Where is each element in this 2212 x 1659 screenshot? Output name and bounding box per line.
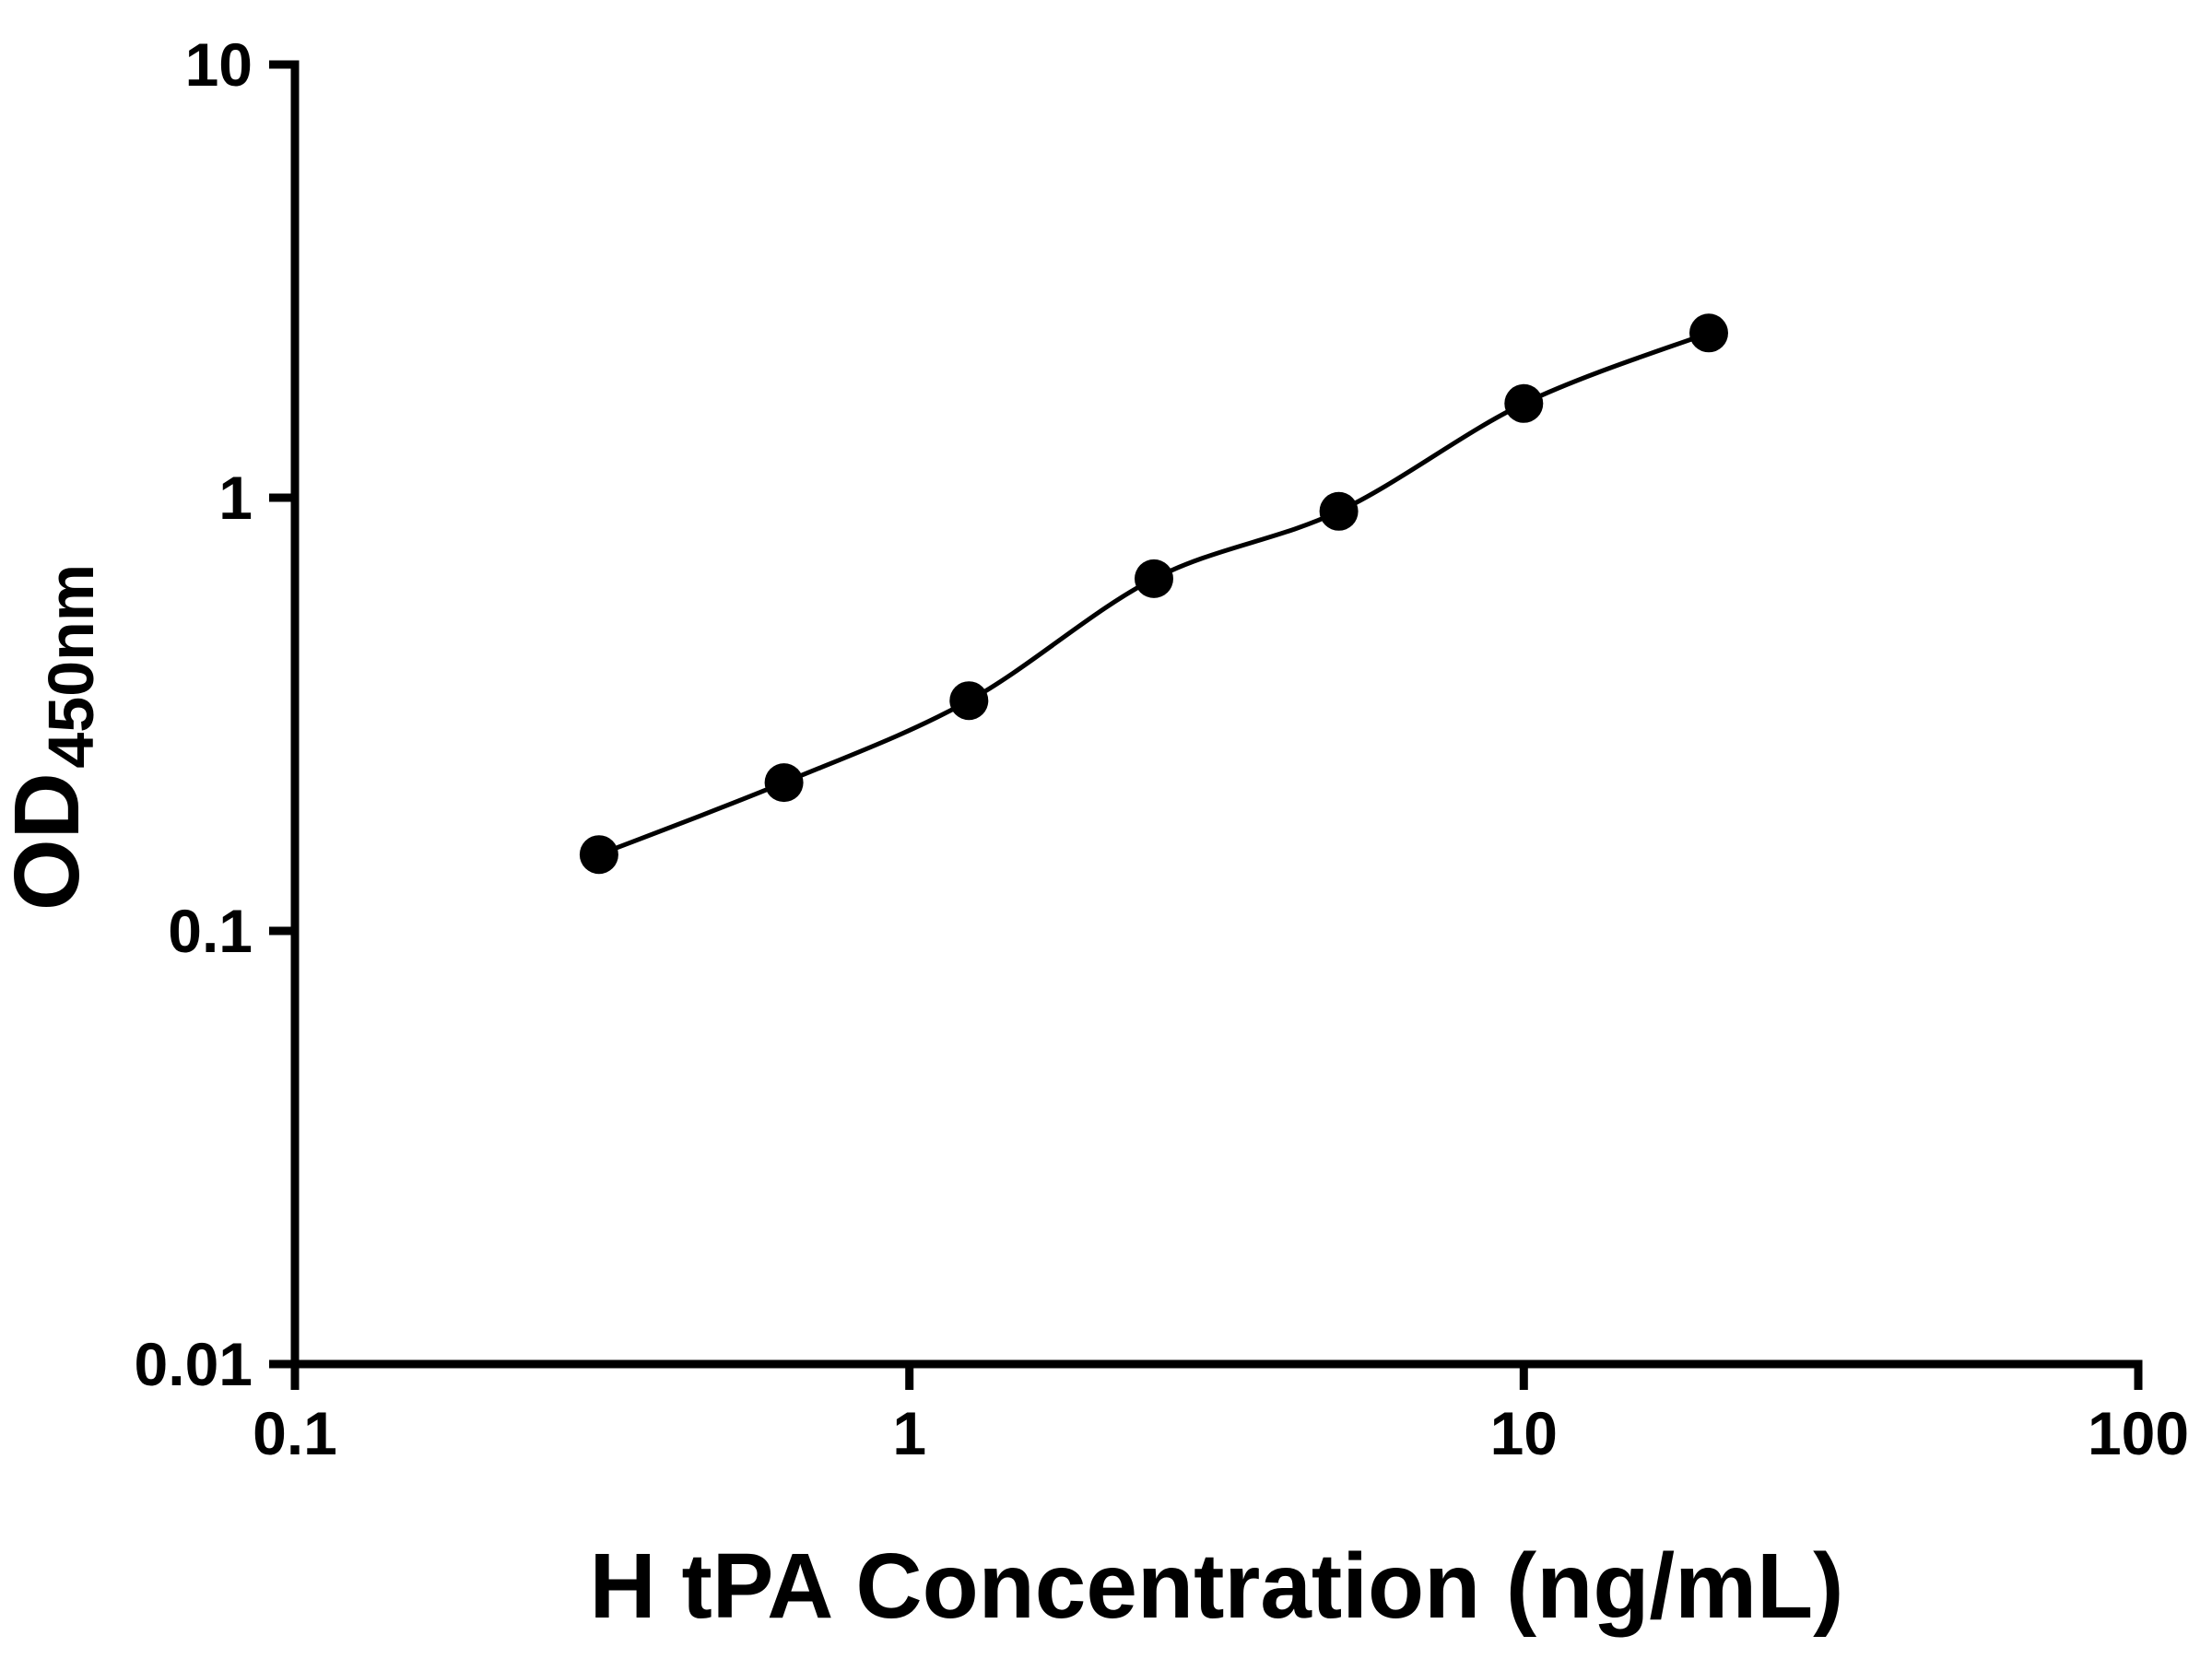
y-axis-tick-label: 0.1 bbox=[168, 897, 253, 965]
axis-spines bbox=[290, 60, 2143, 1369]
x-axis-tick-label: 100 bbox=[2088, 1399, 2189, 1467]
y-axis-tick-label: 0.01 bbox=[135, 1330, 253, 1398]
y-axis-title: OD 450nm bbox=[0, 564, 107, 911]
x-axis-tick-label: 10 bbox=[1490, 1399, 1558, 1467]
x-axis-tick-label: 1 bbox=[892, 1399, 926, 1467]
y-axis-title-main: OD bbox=[0, 772, 99, 911]
standard-curve-line bbox=[597, 330, 1710, 857]
y-axis-title-sub: 450nm bbox=[35, 564, 107, 769]
x-axis-title: H tPA Concentration (ng/mL) bbox=[590, 1535, 1844, 1638]
y-axis-tick-label: 10 bbox=[185, 30, 253, 99]
x-axis-tick-label: 0.1 bbox=[253, 1399, 337, 1467]
y-axis-tick-label: 1 bbox=[218, 464, 253, 532]
